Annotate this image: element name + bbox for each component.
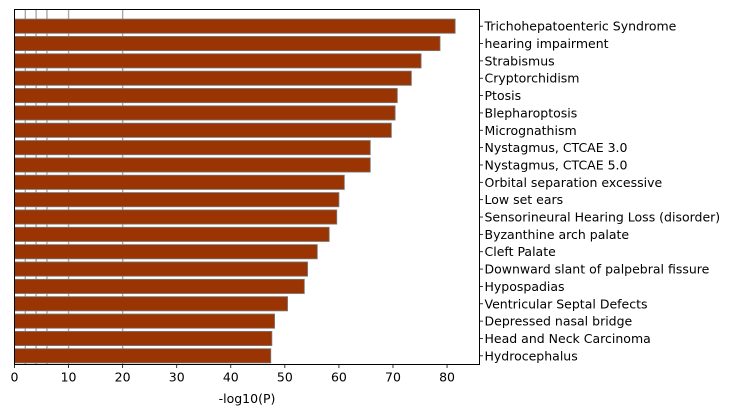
- bar-1: [14, 36, 441, 52]
- x-tick-label-0: 0: [11, 370, 19, 385]
- bar-0: [14, 18, 456, 34]
- category-label-8: Nystagmus, CTCAE 5.0: [485, 157, 628, 172]
- category-label-0: Trichohepatoenteric Syndrome: [484, 19, 677, 34]
- bar-17: [14, 313, 275, 329]
- bar-14: [14, 261, 308, 277]
- bar-3: [14, 70, 412, 86]
- category-label-15: Hypospadias: [485, 279, 565, 294]
- bar-4: [14, 88, 398, 104]
- category-label-5: Blepharoptosis: [485, 105, 578, 120]
- category-label-6: Micrognathism: [485, 123, 577, 138]
- category-label-9: Orbital separation excessive: [485, 175, 663, 190]
- x-axis-label: -log10(P): [219, 391, 276, 406]
- category-label-4: Ptosis: [485, 88, 522, 103]
- bar-10: [14, 192, 340, 208]
- category-label-7: Nystagmus, CTCAE 3.0: [485, 140, 628, 155]
- category-label-13: Cleft Palate: [485, 244, 557, 259]
- bars: [14, 18, 456, 364]
- category-label-10: Low set ears: [485, 192, 564, 207]
- bar-19: [14, 348, 272, 364]
- category-label-2: Strabismus: [485, 53, 555, 68]
- category-labels: Trichohepatoenteric Syndrome hearing impa…: [479, 19, 721, 363]
- category-label-17: Depressed nasal bridge: [485, 314, 633, 329]
- x-tick-label-60: 60: [331, 370, 347, 385]
- bar-18: [14, 330, 273, 346]
- bar-13: [14, 244, 318, 260]
- plot-frame: [14, 9, 480, 365]
- category-label-12: Byzanthine arch palate: [485, 227, 630, 242]
- bar-15: [14, 278, 305, 294]
- bar-9: [14, 174, 345, 190]
- category-label-19: Hydrocephalus: [485, 348, 578, 363]
- bar-16: [14, 296, 288, 312]
- category-label-3: Cryptorchidism: [485, 71, 580, 86]
- bar-2: [14, 53, 422, 69]
- x-tick-label-80: 80: [439, 370, 455, 385]
- category-label-18: Head and Neck Carcinoma: [485, 331, 651, 346]
- category-label-16: Ventricular Septal Defects: [485, 296, 648, 311]
- bar-12: [14, 226, 330, 242]
- category-label-11: Sensorineural Hearing Loss (disorder): [485, 210, 721, 225]
- x-tick-label-40: 40: [223, 370, 239, 385]
- x-tick-label-20: 20: [115, 370, 131, 385]
- bar-7: [14, 140, 371, 156]
- x-tick-label-30: 30: [169, 370, 185, 385]
- x-tick-label-10: 10: [61, 370, 77, 385]
- category-label-14: Downward slant of palpebral fissure: [485, 262, 710, 277]
- x-tick-label-50: 50: [277, 370, 293, 385]
- bar-8: [14, 157, 371, 173]
- bar-11: [14, 209, 338, 225]
- bar-5: [14, 105, 396, 121]
- x-tick-label-70: 70: [385, 370, 401, 385]
- bar-6: [14, 122, 392, 138]
- category-label-1: hearing impairment: [485, 36, 609, 51]
- x-axis-ticks: 0 10 20 30 40 50 60 70 80: [11, 364, 455, 385]
